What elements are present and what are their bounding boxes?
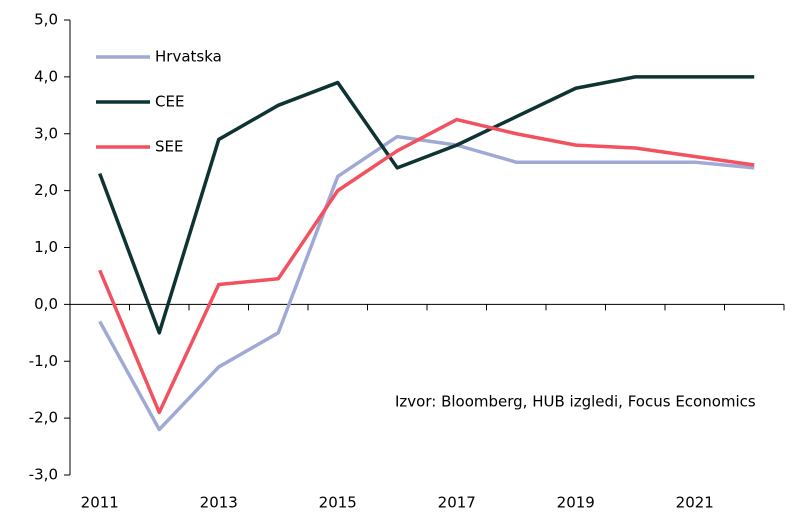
series-line — [98, 75, 755, 335]
x-tick-label: 2019 — [557, 494, 595, 512]
y-tick-label: 2,0 — [34, 181, 58, 199]
annotation: Izvor: Bloomberg, HUB izgledi, Focus Eco… — [395, 393, 756, 411]
x-tick-label: 2011 — [81, 494, 119, 512]
y-tick-label: -2,0 — [29, 409, 58, 427]
y-tick-label: 1,0 — [34, 238, 58, 256]
legend-label: CEE — [155, 93, 184, 111]
x-tick-label: 2013 — [200, 494, 238, 512]
x-tick-label: 2017 — [438, 494, 476, 512]
series-line — [98, 117, 755, 415]
series-line — [98, 134, 755, 432]
x-tick-label: 2021 — [676, 494, 714, 512]
y-tick-label: 4,0 — [34, 67, 58, 85]
y-tick-label: -3,0 — [29, 466, 58, 484]
x-tick-label: 2015 — [319, 494, 357, 512]
legend-label: Hrvatska — [155, 48, 222, 66]
y-tick-label: 3,0 — [34, 124, 58, 142]
y-tick-label: 0,0 — [34, 295, 58, 313]
y-tick-label: -1,0 — [29, 352, 58, 370]
legend-label: SEE — [155, 138, 183, 156]
y-tick-label: 5,0 — [34, 11, 58, 29]
